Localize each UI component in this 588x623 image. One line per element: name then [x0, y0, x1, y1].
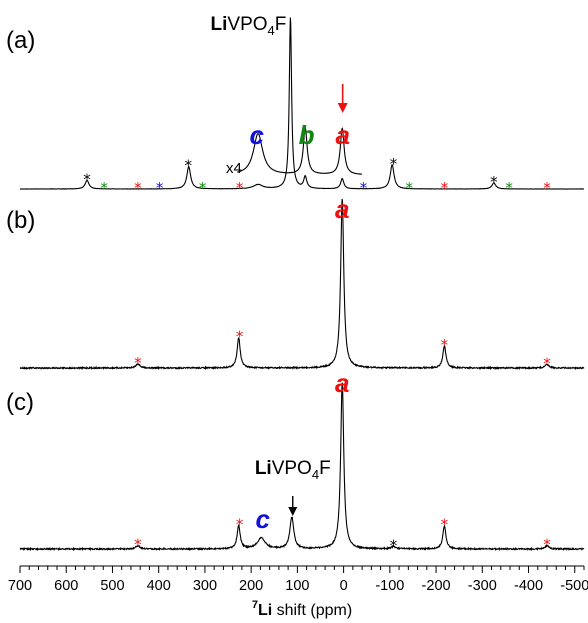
- sideband-star: *: [156, 179, 164, 197]
- x-tick-label: -400: [514, 578, 543, 594]
- x-axis-ticks: [19, 566, 585, 573]
- sideband-star: *: [390, 536, 398, 554]
- x-tick-label: 700: [8, 578, 32, 594]
- peak-label-a: a: [335, 120, 349, 150]
- panel-c: (c) LiVPO4F ca *****: [6, 368, 585, 555]
- panel-c-label: (c): [6, 389, 34, 416]
- x-tick-label: 600: [54, 578, 78, 594]
- panel-a-inset-spectrum: [236, 126, 362, 175]
- x-axis-title: 7Li shift (ppm): [252, 599, 352, 619]
- sideband-star: *: [360, 179, 368, 197]
- sideband-star: *: [199, 179, 207, 197]
- compound-c-tail: F: [319, 458, 331, 479]
- x-axis-title-sup: 7: [252, 599, 258, 611]
- x-axis: 700 600 500 400 300 200 100 0 -100 -200 -300 -400 -5…: [8, 565, 588, 619]
- sideband-star: *: [441, 516, 449, 534]
- sideband-star: *: [543, 179, 551, 197]
- inset-multiplier-label: x4: [226, 160, 242, 177]
- panel-a-sideband-stars: * * * * * * * * * * * * * *: [83, 155, 551, 197]
- peak-label-c: c: [249, 120, 264, 150]
- sideband-star: *: [236, 179, 244, 197]
- x-tick-label: 200: [239, 578, 263, 594]
- compound-c-sub: 4: [312, 467, 319, 482]
- sideband-star: *: [441, 336, 449, 354]
- panel-b-label: (b): [6, 207, 35, 234]
- x-tick-label: 400: [147, 578, 171, 594]
- panel-c-peak-labels: ca: [255, 368, 349, 534]
- panel-a-label: (a): [6, 27, 35, 54]
- compound-a-tail: F: [275, 14, 287, 35]
- compound-c-plain: VPO: [272, 458, 312, 479]
- x-axis-title-rest: shift (ppm): [272, 602, 352, 619]
- compound-a-plain: VPO: [227, 14, 267, 35]
- sideband-star: *: [236, 516, 244, 534]
- x-tick-label: -100: [375, 578, 404, 594]
- peak-label-a: a: [335, 368, 349, 398]
- black-arrow-head: [288, 507, 298, 516]
- sideband-star: *: [134, 536, 142, 554]
- sideband-star: *: [83, 170, 91, 188]
- red-arrow-icon: [337, 84, 348, 113]
- panel-a-compound-label: LiVPO4F: [211, 14, 287, 38]
- panel-b: (b) a * * * *: [6, 194, 585, 373]
- sideband-star: *: [543, 536, 551, 554]
- sideband-star: *: [490, 173, 498, 191]
- x-tick-label: -500: [560, 578, 588, 594]
- compound-c-bold: Li: [255, 458, 272, 479]
- peak-label-b: b: [299, 120, 315, 150]
- panel-a-spectrum: [19, 17, 585, 190]
- panel-b-peak-labels: a: [335, 194, 349, 224]
- peak-label-c: c: [255, 504, 270, 534]
- x-tick-label: 0: [340, 578, 348, 594]
- x-tick-label: 100: [285, 578, 309, 594]
- red-arrow-head: [337, 103, 348, 113]
- peak-label-a: a: [335, 194, 349, 224]
- sideband-star: *: [236, 327, 244, 345]
- sideband-star: *: [134, 179, 142, 197]
- sideband-star: *: [390, 155, 398, 173]
- black-arrow-icon: [288, 496, 298, 516]
- panel-c-spectrum: [19, 382, 585, 552]
- sideband-star: *: [185, 157, 193, 175]
- panel-c-sideband-stars: * * * * *: [134, 516, 551, 555]
- x-tick-label: 300: [193, 578, 217, 594]
- compound-a-sub: 4: [268, 23, 275, 38]
- sideband-star: *: [406, 179, 414, 197]
- sideband-star: *: [543, 355, 551, 373]
- sideband-star: *: [441, 179, 449, 197]
- panel-b-sideband-stars: * * * *: [134, 327, 551, 372]
- sideband-star: *: [505, 179, 513, 197]
- x-axis-tick-labels: 700 600 500 400 300 200 100 0 -100 -200 -300 -400 -5…: [8, 578, 588, 594]
- x-axis-title-bold: Li: [258, 602, 272, 619]
- panel-b-spectrum: [19, 198, 585, 371]
- sideband-star: *: [100, 179, 108, 197]
- x-tick-label: -200: [422, 578, 451, 594]
- sideband-star: *: [134, 354, 142, 372]
- x-tick-label: 500: [100, 578, 124, 594]
- x-tick-label: -300: [468, 578, 497, 594]
- compound-a-bold: Li: [211, 14, 228, 35]
- panel-c-compound-label: LiVPO4F: [255, 458, 331, 482]
